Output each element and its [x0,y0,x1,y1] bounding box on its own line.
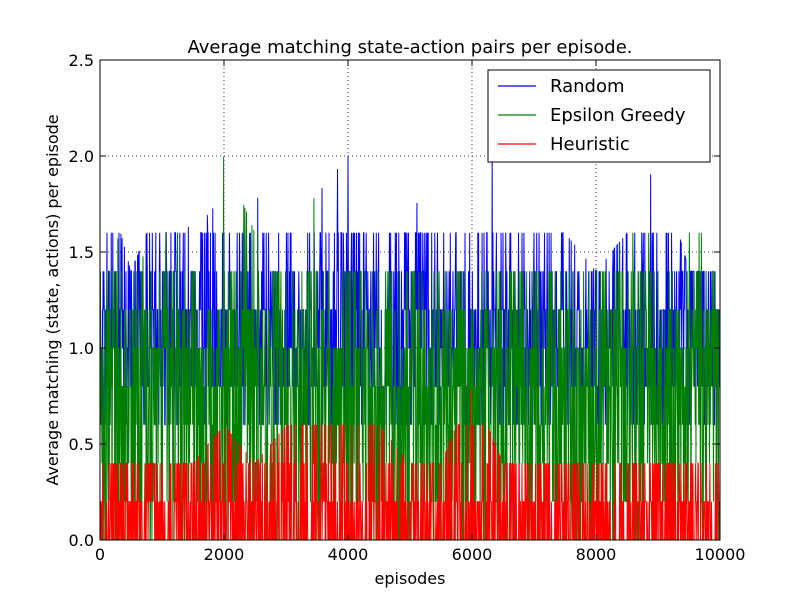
x-tick-label: 6000 [452,545,493,564]
legend: Random Epsilon Greedy Heuristic [487,69,711,163]
x-axis: 0 2000 4000 6000 8000 10000 [95,60,746,564]
y-axis: 0.0 0.5 1.0 1.5 2.0 2.5 [69,51,720,550]
y-tick-label: 2.0 [69,147,94,166]
y-tick-label: 1.5 [69,243,94,262]
y-tick-label: 1.0 [69,339,94,358]
legend-label-epsilon-greedy: Epsilon Greedy [550,105,686,126]
legend-label-heuristic: Heuristic [550,134,630,155]
y-tick-label: 2.5 [69,51,94,70]
y-tick-label: 0.5 [69,435,94,454]
y-tick-label: 0.0 [69,531,94,550]
legend-label-random: Random [550,76,625,97]
chart-title: Average matching state-action pairs per … [187,37,632,58]
x-tick-label: 8000 [576,545,617,564]
x-tick-label: 4000 [328,545,369,564]
x-axis-label: episodes [375,569,446,588]
y-axis-label: Average matching (state, actions) per ep… [43,114,62,485]
legend-box [487,69,711,163]
x-tick-label: 10000 [695,545,746,564]
x-tick-label: 2000 [204,545,245,564]
x-tick-label: 0 [95,545,105,564]
plot-frame [99,59,721,541]
